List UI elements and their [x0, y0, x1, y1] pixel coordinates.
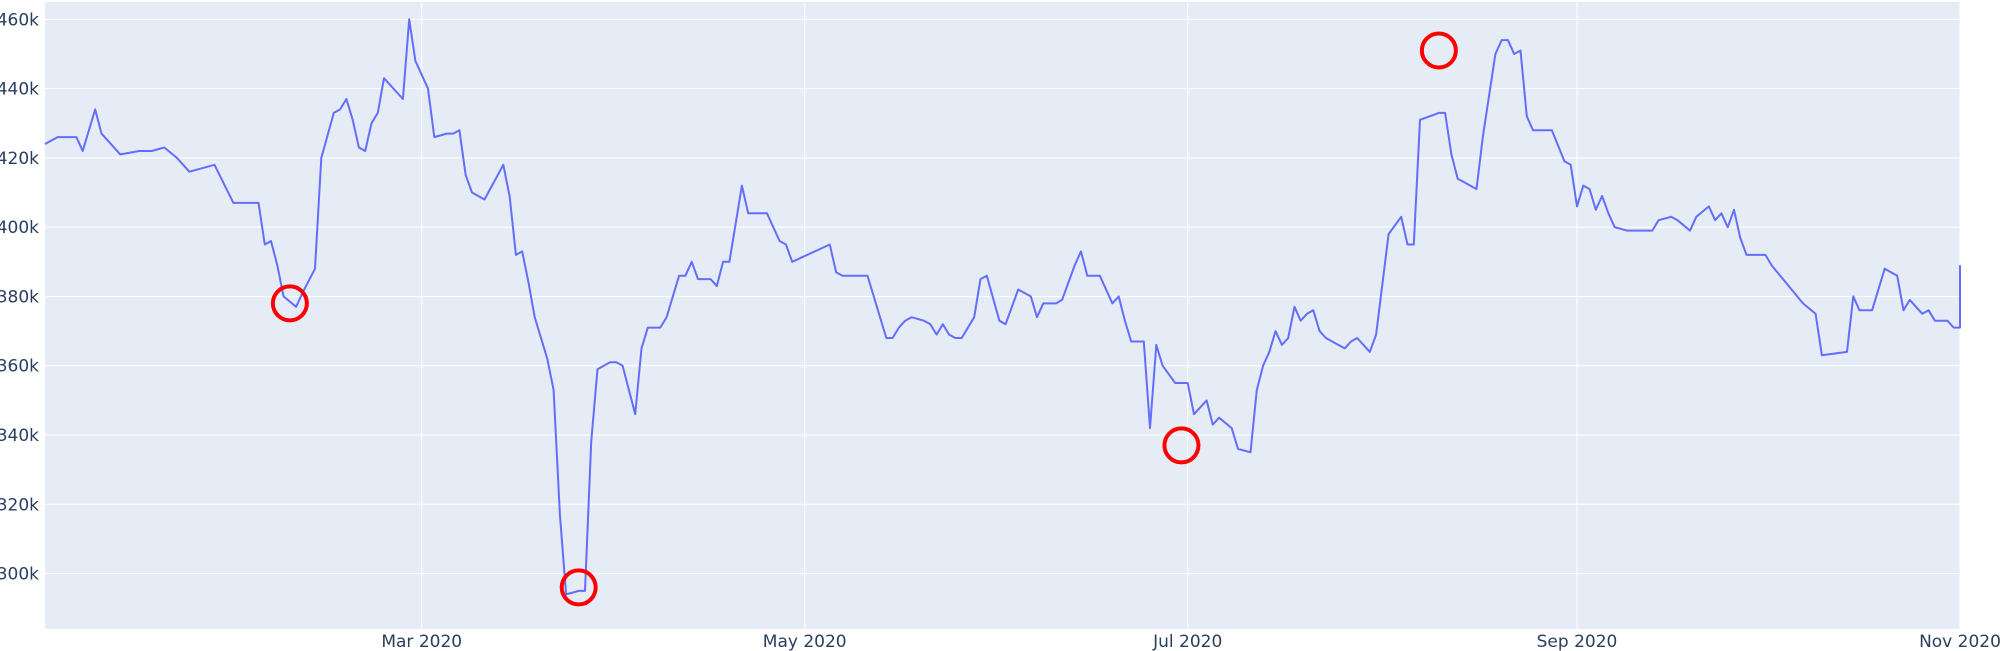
series-line — [44, 18, 1961, 596]
highlight-circle-marker — [1419, 31, 1458, 70]
y-tick-label: 320k — [0, 495, 39, 515]
highlight-circle-marker — [559, 568, 598, 607]
y-tick-label: 300k — [0, 565, 39, 585]
y-tick-label: 440k — [0, 80, 39, 100]
y-tick-label: 460k — [0, 10, 39, 30]
y-tick-label: 380k — [0, 287, 39, 307]
x-axis-tick-labels: Mar 2020 May 2020 Jul 2020 Sep 2020 Nov 2020 — [381, 632, 2000, 651]
highlight-circle-marker — [270, 284, 309, 323]
y-tick-label: 400k — [0, 218, 39, 238]
y-tick-label: 360k — [0, 357, 39, 377]
highlight-markers — [270, 31, 1458, 607]
x-tick-label: Mar 2020 — [381, 632, 462, 651]
x-tick-label: Jul 2020 — [1152, 632, 1222, 651]
y-tick-label: 420k — [0, 149, 39, 169]
highlight-circle-marker — [1162, 426, 1201, 465]
x-tick-label: Sep 2020 — [1537, 632, 1618, 651]
y-axis-tick-labels: 300k 320k 340k 360k 380k 400k 420k 440k 460k — [0, 10, 39, 584]
y-tick-label: 340k — [0, 426, 39, 446]
x-tick-label: Nov 2020 — [1919, 632, 2000, 651]
x-tick-label: May 2020 — [763, 632, 847, 651]
plot-area — [45, 2, 1960, 629]
